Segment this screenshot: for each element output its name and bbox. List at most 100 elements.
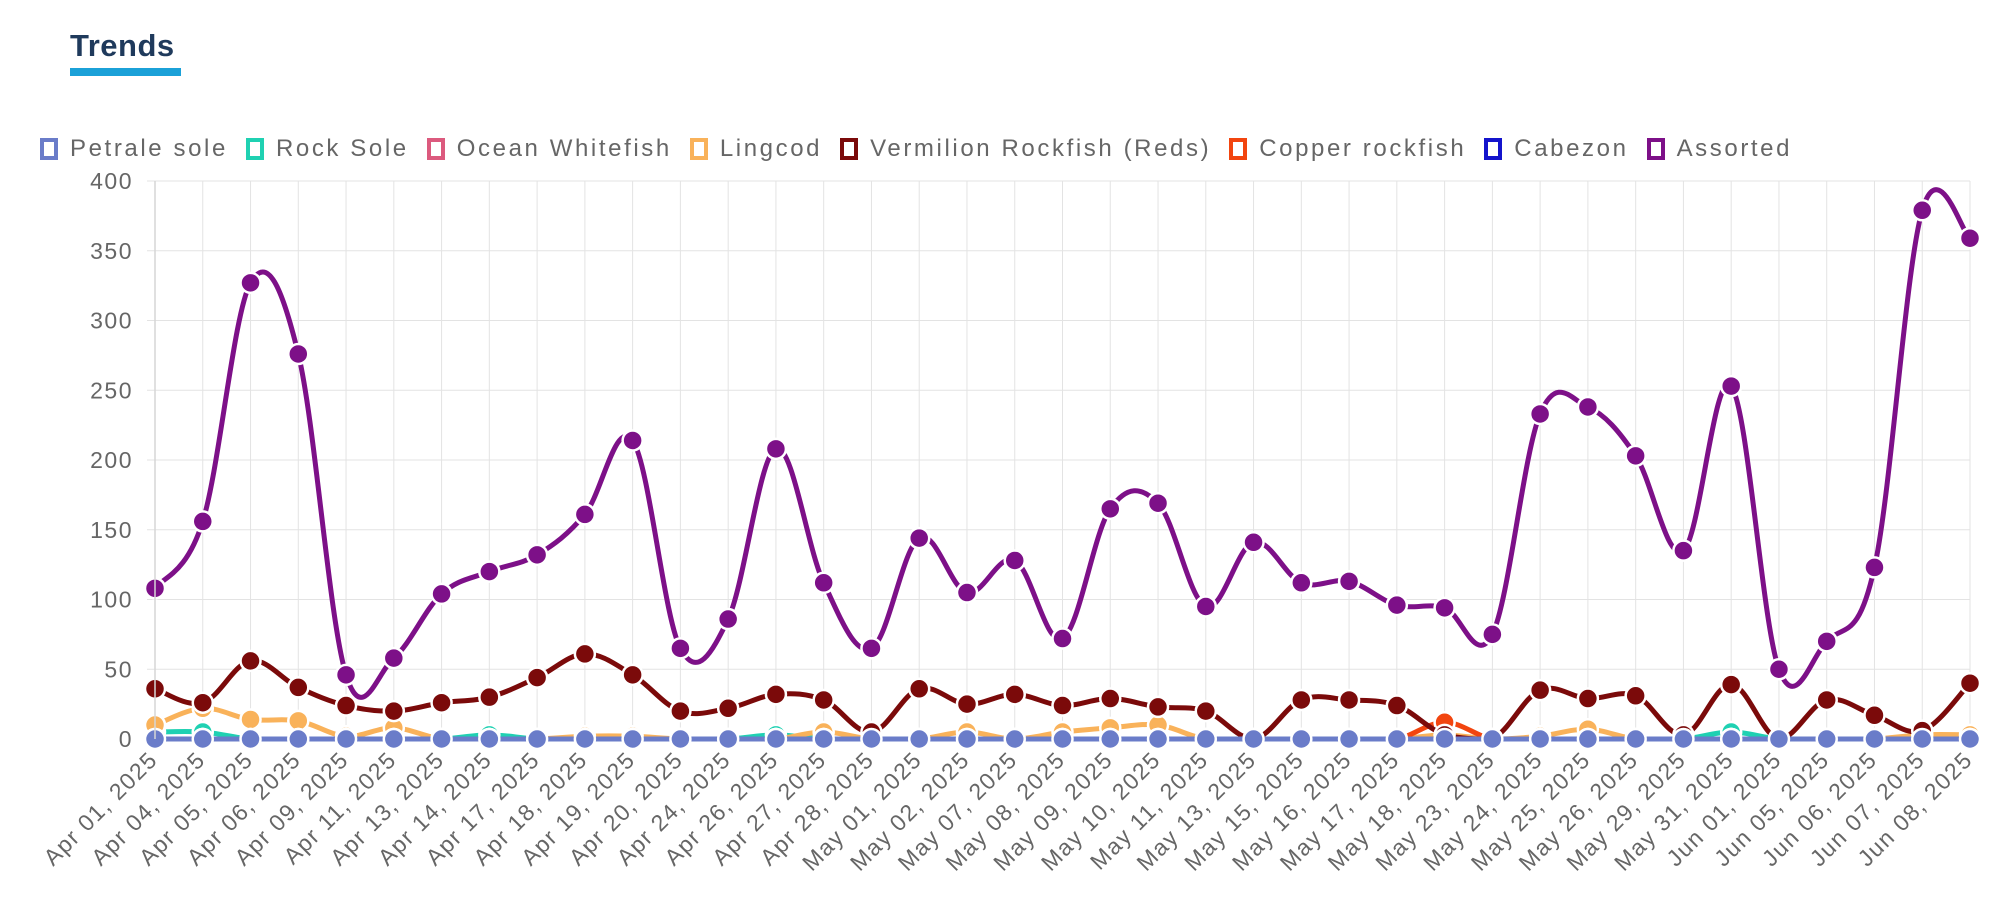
data-point	[955, 727, 979, 751]
y-tick-label: 100	[90, 587, 133, 613]
title-underline	[70, 68, 181, 76]
data-point	[1433, 727, 1456, 751]
data-point	[955, 581, 979, 604]
data-point	[1815, 688, 1838, 712]
data-point	[1863, 704, 1886, 727]
data-point	[1290, 571, 1313, 595]
data-point	[621, 663, 644, 687]
data-point	[1528, 727, 1552, 751]
legend-swatch	[1646, 138, 1665, 160]
legend-item[interactable]: Assorted	[1646, 135, 1793, 163]
data-point	[1003, 683, 1026, 706]
legend-item[interactable]: Petrale sole	[40, 135, 228, 163]
data-point	[1528, 402, 1552, 426]
data-point	[1863, 556, 1886, 579]
data-point	[1481, 727, 1504, 751]
legend-swatch	[426, 138, 445, 160]
data-point	[334, 694, 358, 717]
data-point	[287, 727, 310, 751]
legend-item[interactable]: Cabezon	[1484, 135, 1628, 163]
data-point	[860, 637, 883, 660]
data-point	[525, 666, 549, 689]
data-point	[1337, 570, 1361, 593]
legend-label: Rock Sole	[275, 135, 409, 162]
data-point	[669, 699, 692, 723]
data-point	[1337, 688, 1361, 712]
data-point	[430, 727, 453, 751]
data-point	[239, 727, 262, 751]
chart-legend: Petrale sole Rock Sole Ocean Whitefish Ling…	[40, 131, 1810, 167]
data-point	[1672, 727, 1695, 751]
legend-swatch	[245, 138, 264, 160]
y-tick-label: 200	[90, 447, 133, 473]
series	[143, 187, 1982, 700]
data-point	[1672, 539, 1695, 562]
data-point	[1767, 727, 1791, 751]
data-point	[1099, 497, 1122, 521]
data-point	[812, 727, 835, 751]
data-point	[334, 663, 358, 687]
y-tick-label: 300	[90, 308, 133, 334]
data-point	[669, 727, 692, 751]
data-point	[669, 637, 692, 660]
data-point	[1385, 727, 1409, 751]
legend-item[interactable]: Ocean Whitefish	[426, 135, 672, 163]
data-point	[764, 437, 788, 461]
legend-swatch	[1229, 138, 1248, 160]
data-point	[478, 685, 501, 709]
legend-swatch	[840, 138, 859, 160]
data-point	[1385, 694, 1409, 717]
legend-label: Vermilion Rockfish (Reds)	[870, 135, 1212, 162]
data-point	[478, 560, 501, 583]
data-point	[573, 727, 597, 751]
data-point	[1815, 727, 1838, 751]
data-point	[1003, 549, 1026, 572]
legend-item[interactable]: Vermilion Rockfish (Reds)	[840, 135, 1211, 163]
data-point	[907, 677, 931, 701]
data-point	[525, 727, 549, 751]
data-point	[1958, 727, 1982, 751]
data-point	[1099, 687, 1122, 710]
data-point	[1337, 727, 1361, 751]
data-point	[716, 607, 740, 631]
y-axis-ticks: 0 50 100 150 200 250 300 350 400	[90, 168, 133, 752]
data-point	[478, 727, 501, 751]
legend-label: Assorted	[1676, 135, 1793, 162]
legend-item[interactable]: Rock Sole	[245, 135, 409, 163]
data-point	[1624, 727, 1647, 751]
data-point	[907, 727, 931, 751]
data-point	[1385, 593, 1409, 617]
data-point	[191, 727, 215, 751]
legend-label: Lingcod	[719, 135, 823, 162]
data-point	[1146, 491, 1170, 515]
data-point	[430, 582, 453, 606]
data-point	[1051, 694, 1074, 717]
data-point	[1719, 727, 1743, 751]
data-point	[1576, 395, 1600, 419]
data-point	[716, 697, 740, 720]
legend-label: Copper rockfish	[1259, 135, 1467, 162]
data-point	[1099, 727, 1122, 751]
data-point	[1958, 226, 1982, 250]
legend-item[interactable]: Copper rockfish	[1229, 135, 1466, 163]
legend-item[interactable]: Lingcod	[689, 135, 823, 163]
data-point	[764, 683, 788, 706]
data-point	[191, 510, 215, 533]
data-point	[1194, 727, 1218, 751]
data-point	[1146, 727, 1170, 751]
data-point	[1051, 627, 1074, 650]
data-point	[716, 727, 740, 751]
data-point	[621, 429, 644, 452]
data-point	[621, 727, 644, 751]
data-point	[191, 691, 215, 714]
data-point	[573, 642, 597, 666]
data-point	[1051, 727, 1074, 751]
y-tick-label: 150	[90, 517, 133, 543]
y-tick-label: 50	[104, 656, 133, 682]
data-point	[1815, 630, 1838, 653]
data-point	[287, 676, 310, 699]
data-point	[1624, 684, 1647, 708]
data-point	[239, 271, 262, 295]
